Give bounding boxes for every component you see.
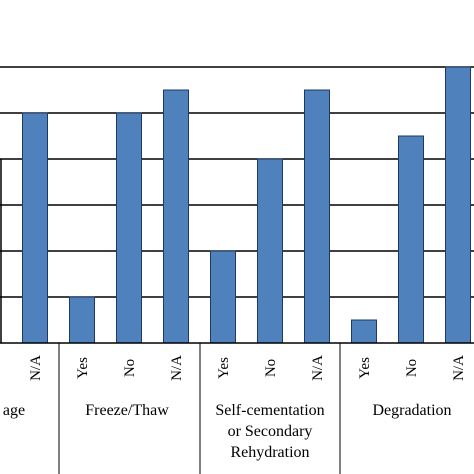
bars: [22, 66, 471, 344]
category-label: N/A: [451, 355, 467, 381]
category-label: No: [404, 359, 420, 377]
gridlines: [0, 66, 474, 298]
group-label: Self-cementation: [215, 402, 324, 419]
bar: [351, 319, 377, 344]
category-label: No: [263, 359, 279, 377]
bar: [69, 296, 95, 344]
bar: [257, 158, 283, 344]
group-label: Rehydration: [230, 444, 309, 461]
category-label: Yes: [216, 357, 232, 379]
axes: [0, 159, 474, 474]
bar: [398, 135, 424, 344]
group-label: age: [3, 402, 25, 419]
group-label: or Secondary: [228, 423, 313, 440]
bar: [304, 89, 330, 344]
category-label: No: [122, 359, 138, 377]
bar: [163, 89, 189, 344]
category-label: N/A: [310, 355, 326, 381]
bar: [210, 250, 236, 344]
category-label: N/A: [169, 355, 185, 381]
group-label: Degradation: [372, 402, 451, 419]
bar: [116, 112, 142, 344]
category-label: Yes: [357, 357, 373, 379]
bar: [22, 112, 48, 344]
category-label: N/A: [28, 355, 44, 381]
category-label: Yes: [75, 357, 91, 379]
labels: N/A Yes No N/A Yes No N/A Yes No N/A age Freeze/Tha…: [3, 355, 467, 461]
group-label: Freeze/Thaw: [85, 402, 169, 419]
bar: [445, 66, 471, 344]
